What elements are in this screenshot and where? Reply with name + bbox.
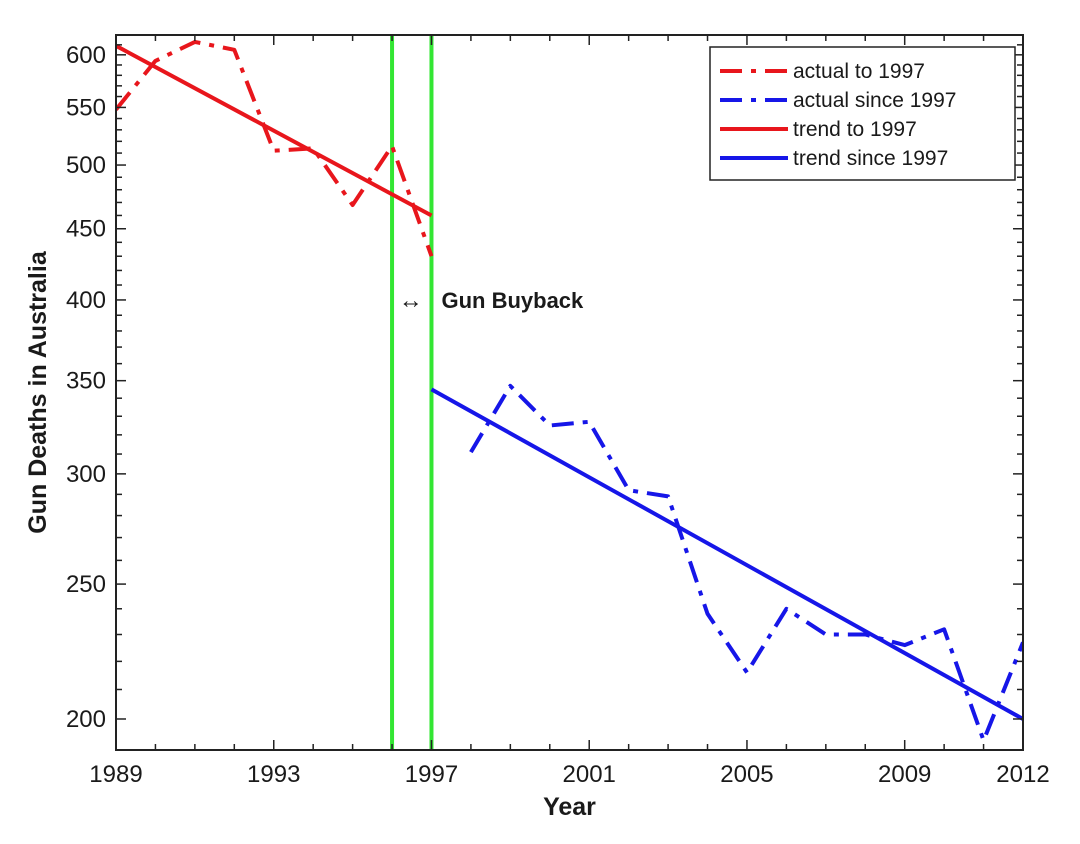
- legend-label: trend to 1997: [793, 118, 917, 141]
- y-tick-label: 550: [66, 94, 106, 121]
- buyback-annotation: ↔ Gun Buyback: [399, 287, 584, 314]
- double-arrow-icon: ↔: [399, 287, 423, 314]
- y-tick-label: 300: [66, 461, 106, 488]
- series-line-trend-to-1997: [116, 44, 433, 218]
- y-tick-label: 500: [66, 152, 106, 179]
- y-tick-label: 400: [66, 287, 106, 314]
- annotation-label: Gun Buyback: [441, 288, 584, 313]
- legend: actual to 1997 actual since 1997 trend to …: [709, 46, 1016, 181]
- y-axis-title: Gun Deaths in Australia: [24, 250, 52, 534]
- y-tick-label: 600: [66, 42, 106, 69]
- y-tick-label: 450: [66, 216, 106, 243]
- x-tick-label: 2001: [563, 761, 616, 788]
- x-tick-label: 1997: [405, 761, 458, 788]
- x-tick-label: 1989: [89, 761, 142, 788]
- legend-label: actual since 1997: [793, 89, 956, 112]
- x-tick-label: 2012: [996, 761, 1049, 788]
- x-axis-title: Year: [543, 793, 596, 821]
- legend-label: trend since 1997: [793, 147, 948, 170]
- plot-frame: [115, 34, 1024, 751]
- y-tick-label: 250: [66, 571, 106, 598]
- legend-label: actual to 1997: [793, 60, 925, 83]
- series-line-actual-to-1997: [116, 39, 434, 257]
- y-tick-label: 200: [66, 706, 106, 733]
- x-tick-label: 1993: [247, 761, 300, 788]
- x-tick-label: 2005: [720, 761, 773, 788]
- series-line-actual-since-1997: [469, 383, 1023, 743]
- y-tick-label: 350: [66, 368, 106, 395]
- series-line-trend-since-1997: [430, 387, 1023, 721]
- x-tick-label: 2009: [878, 761, 931, 788]
